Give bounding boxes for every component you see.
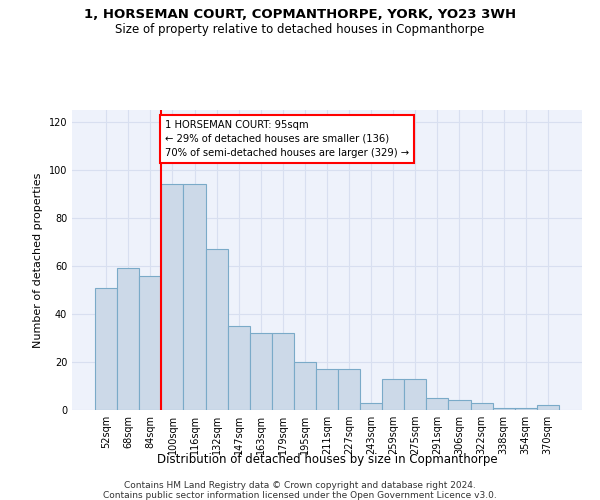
- Bar: [448, 400, 470, 410]
- Bar: [294, 362, 316, 410]
- Bar: [316, 369, 338, 410]
- Bar: [537, 405, 559, 410]
- Text: Distribution of detached houses by size in Copmanthorpe: Distribution of detached houses by size …: [157, 452, 497, 466]
- Bar: [470, 403, 493, 410]
- Bar: [493, 408, 515, 410]
- Bar: [360, 403, 382, 410]
- Bar: [404, 379, 427, 410]
- Text: Contains public sector information licensed under the Open Government Licence v3: Contains public sector information licen…: [103, 491, 497, 500]
- Bar: [427, 398, 448, 410]
- Bar: [338, 369, 360, 410]
- Bar: [515, 408, 537, 410]
- Text: Size of property relative to detached houses in Copmanthorpe: Size of property relative to detached ho…: [115, 22, 485, 36]
- Y-axis label: Number of detached properties: Number of detached properties: [33, 172, 43, 348]
- Bar: [250, 333, 272, 410]
- Text: Contains HM Land Registry data © Crown copyright and database right 2024.: Contains HM Land Registry data © Crown c…: [124, 481, 476, 490]
- Bar: [206, 249, 227, 410]
- Bar: [95, 288, 117, 410]
- Text: 1, HORSEMAN COURT, COPMANTHORPE, YORK, YO23 3WH: 1, HORSEMAN COURT, COPMANTHORPE, YORK, Y…: [84, 8, 516, 20]
- Bar: [184, 184, 206, 410]
- Bar: [382, 379, 404, 410]
- Bar: [117, 268, 139, 410]
- Text: 1 HORSEMAN COURT: 95sqm
← 29% of detached houses are smaller (136)
70% of semi-d: 1 HORSEMAN COURT: 95sqm ← 29% of detache…: [165, 120, 409, 158]
- Bar: [139, 276, 161, 410]
- Bar: [161, 184, 184, 410]
- Bar: [272, 333, 294, 410]
- Bar: [227, 326, 250, 410]
